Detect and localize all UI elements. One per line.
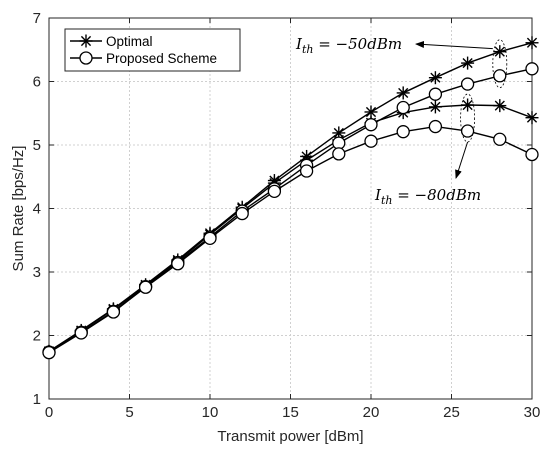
annotation-sub: th	[381, 194, 393, 207]
legend-marker-asterisk	[79, 34, 93, 48]
x-tick-label: 0	[45, 404, 53, 421]
annotation-base: I	[295, 35, 303, 53]
data-point	[235, 206, 249, 221]
annotation-text: = −80dBm	[392, 186, 481, 204]
legend: Optimal Proposed Scheme	[64, 28, 241, 72]
arrow-80dbm	[455, 141, 469, 179]
y-tick-label: 3	[33, 264, 41, 281]
grid	[49, 18, 532, 399]
data-point	[493, 132, 507, 146]
legend-box	[64, 28, 241, 72]
ellipse-marker-50dbm	[492, 39, 508, 89]
series-line	[48, 42, 533, 352]
y-tick-label: 4	[33, 201, 41, 218]
data-point	[74, 326, 88, 340]
data-point	[396, 100, 410, 115]
annotation-label: Ith = −80dBm	[374, 186, 481, 207]
x-tick-label: 30	[524, 404, 541, 421]
data-point	[332, 147, 346, 161]
y-tick-label: 5	[33, 137, 41, 154]
data-point	[525, 111, 539, 125]
data-point	[428, 100, 442, 114]
axis-ticks: 0 5 10 15 20 25 30 1 2 3 4 5 6 7	[33, 10, 541, 421]
data-point	[203, 231, 217, 245]
legend-marker-circle	[79, 51, 93, 65]
data-point	[493, 99, 507, 113]
x-tick-label: 25	[443, 404, 460, 421]
series-line	[48, 125, 533, 354]
data-point	[42, 345, 56, 360]
data-point	[138, 280, 153, 294]
data-point	[525, 147, 539, 162]
series-layer	[42, 36, 539, 360]
series-line	[48, 104, 533, 352]
data-point	[364, 134, 378, 148]
data-point	[461, 98, 475, 112]
data-point	[493, 45, 507, 59]
series-proposed--80dBm	[42, 119, 539, 360]
data-point	[364, 118, 378, 132]
x-tick-label: 10	[202, 404, 219, 421]
ellipse-marker-80dbm	[460, 93, 476, 143]
data-point	[428, 119, 443, 134]
y-axis-label: Sum Rate [bps/Hz]	[10, 146, 27, 272]
y-tick-label: 6	[33, 74, 41, 91]
annotation-text: = −50dBm	[313, 35, 402, 53]
y-tick-label: 7	[33, 10, 41, 27]
data-point	[460, 77, 475, 91]
data-point	[364, 105, 378, 119]
x-tick-label: 20	[363, 404, 380, 421]
data-point	[428, 71, 442, 85]
data-point	[525, 62, 539, 76]
annotation-label: Ith = −50dBm	[295, 35, 402, 56]
annotation-sub: th	[302, 43, 314, 56]
arrow-50dbm	[415, 40, 493, 50]
x-tick-label: 15	[282, 404, 299, 421]
data-point	[460, 124, 475, 138]
data-point	[428, 87, 443, 101]
x-tick-label: 5	[125, 404, 133, 421]
data-point	[396, 125, 410, 139]
data-point	[525, 36, 539, 50]
x-axis-label: Transmit power [dBm]	[217, 428, 363, 445]
data-point	[267, 184, 282, 199]
legend-label: Proposed Scheme	[106, 51, 217, 66]
data-point	[299, 164, 314, 178]
legend-label: Optimal	[106, 34, 153, 49]
data-point	[396, 86, 410, 100]
data-point	[106, 305, 121, 319]
data-point	[493, 69, 507, 83]
annotation-base: I	[374, 186, 382, 204]
y-tick-label: 2	[33, 328, 41, 345]
data-point	[461, 56, 475, 70]
data-point	[171, 257, 185, 271]
y-tick-label: 1	[33, 391, 41, 408]
